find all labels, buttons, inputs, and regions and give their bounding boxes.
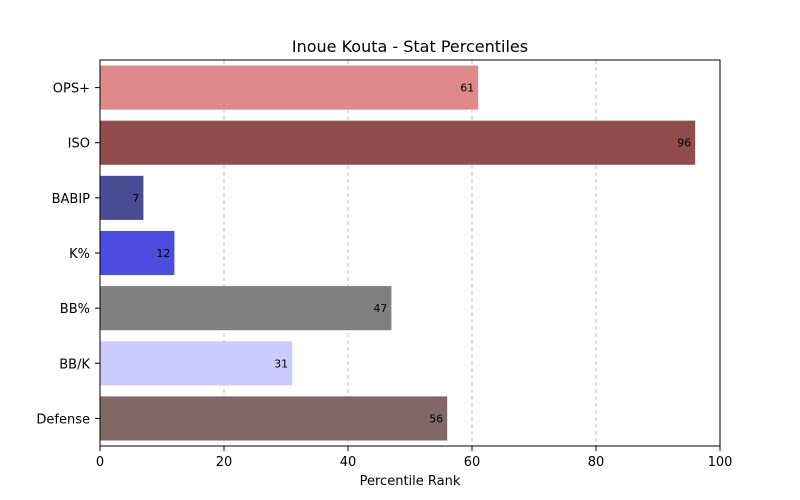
y-tick-label: BB% [60, 302, 90, 317]
bar-bb-k [100, 341, 293, 386]
bar-ops- [100, 65, 479, 110]
chart-title: Inoue Kouta - Stat Percentiles [292, 37, 528, 56]
y-tick-label: BABIP [52, 192, 91, 207]
bar-bb- [100, 286, 392, 331]
y-axis-ticks: OPS+ ISO BABIP K% BB% BB/K Defense [36, 82, 100, 427]
y-tick-label: OPS+ [53, 82, 90, 97]
x-axis-label: Percentile Rank [360, 474, 461, 489]
x-tick-label: 80 [588, 455, 605, 470]
x-tick-label: 40 [340, 455, 357, 470]
grid-lines [223, 60, 597, 446]
data-label: 12 [156, 247, 170, 260]
y-tick-label: Defense [36, 412, 90, 427]
x-tick-label: 60 [464, 455, 481, 470]
data-label: 31 [274, 357, 288, 370]
data-label: 61 [460, 82, 474, 95]
bar-defense [100, 396, 448, 441]
plot-frame [99, 59, 721, 447]
data-label: 56 [429, 412, 443, 425]
bar-k- [100, 230, 175, 276]
x-tick-label: 0 [96, 455, 104, 470]
bars: 61 96 7 12 47 31 56 [100, 65, 696, 441]
x-tick-label: 20 [216, 455, 233, 470]
bar-babip [100, 175, 144, 220]
x-axis-ticks: 0 20 40 60 80 100 [96, 446, 733, 470]
data-label: 96 [677, 137, 691, 150]
data-label: 7 [132, 192, 139, 205]
y-tick-label: BB/K [59, 357, 90, 372]
data-label: 47 [373, 302, 387, 315]
bar-iso [100, 120, 696, 165]
x-tick-label: 100 [708, 455, 733, 470]
y-tick-label: ISO [68, 137, 90, 152]
y-tick-label: K% [69, 247, 90, 262]
